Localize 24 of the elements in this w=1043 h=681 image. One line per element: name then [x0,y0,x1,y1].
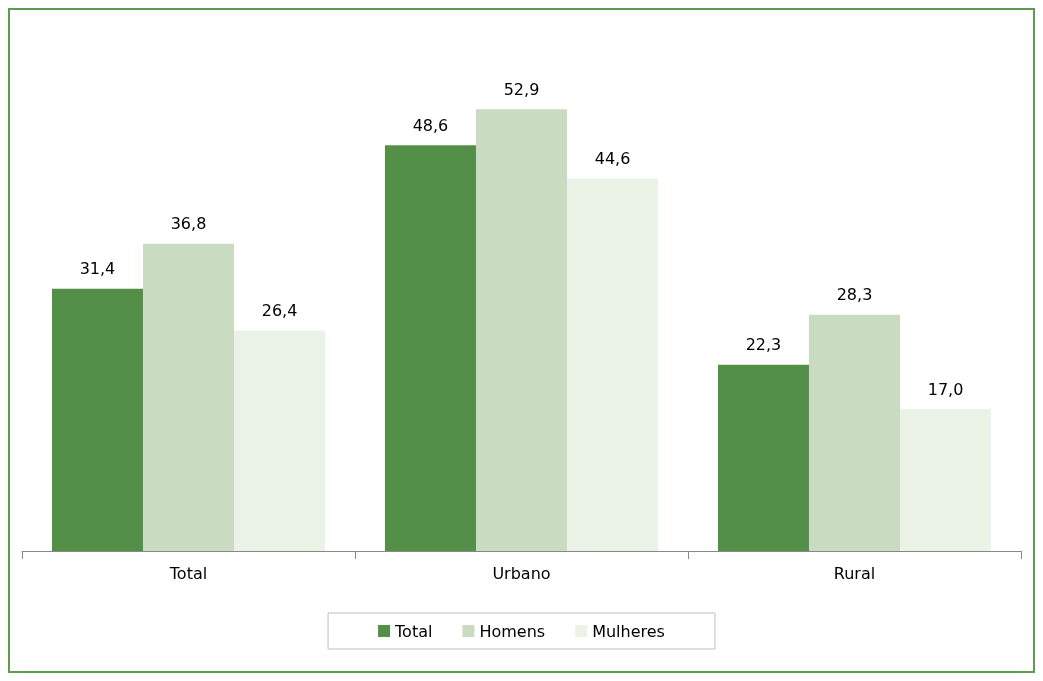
data-label: 44,6 [594,149,631,169]
bar [384,145,476,551]
bar [475,109,568,551]
data-label: 28,3 [836,285,873,305]
data-label: 36,8 [170,214,207,234]
bar [808,314,901,551]
bar [717,364,809,551]
bar [234,330,326,551]
data-label: 48,6 [412,115,449,135]
data-label: 26,4 [261,301,298,321]
bar [142,243,235,551]
data-label: 17,0 [927,379,964,399]
data-label: 31,4 [79,259,116,279]
legend-label: Homens [479,621,546,641]
x-tick-label: Urbano [492,563,551,583]
x-tick-label: Rural [833,563,876,583]
x-tick-label: Total [168,563,208,583]
data-label: 22,3 [745,335,782,355]
bar [900,409,992,551]
data-label: 52,9 [503,79,540,99]
bar [51,288,143,551]
bar [567,178,659,551]
legend-label: Mulheres [592,621,665,641]
legend-label: Total [394,621,433,641]
